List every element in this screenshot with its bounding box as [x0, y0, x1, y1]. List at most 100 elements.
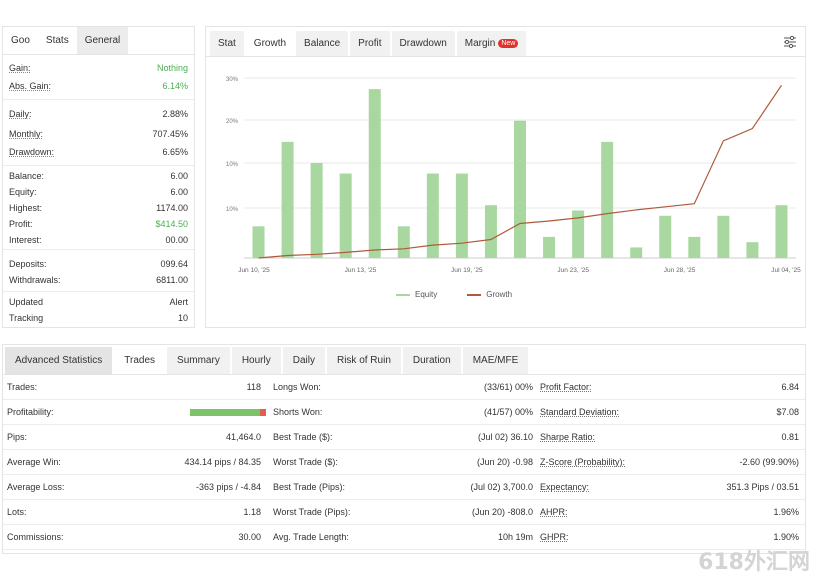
- metric-label: Lots:: [7, 507, 27, 517]
- metric-label: Worst Trade ($):: [273, 457, 338, 467]
- tab-daily[interactable]: Daily: [282, 347, 325, 374]
- stat-label: Gain:: [9, 63, 31, 73]
- stat-drawdown: Drawdown: 6.65%: [9, 145, 188, 159]
- x-tick-label: Jun 19, '25: [451, 267, 483, 274]
- tab-summary[interactable]: Summary: [167, 347, 230, 374]
- equity-bar: [252, 226, 265, 258]
- stat-value: $414.50: [155, 219, 188, 229]
- table-row: Average Win: 434.14 pips / 84.35 Worst Tra…: [3, 450, 805, 475]
- equity-bar: [339, 173, 352, 258]
- x-tick-label: Jun 10, '25: [238, 267, 270, 274]
- stat-value: 6.14%: [162, 81, 188, 91]
- tab-profit[interactable]: Profit: [350, 31, 390, 56]
- tab-duration[interactable]: Duration: [402, 347, 461, 374]
- metric-label: GHPR:: [540, 532, 569, 542]
- divider: [3, 99, 194, 100]
- tab-general[interactable]: General: [76, 27, 129, 54]
- tab-margin-label: Margin: [464, 38, 496, 49]
- stat-label: Tracking: [9, 313, 44, 323]
- tab-balance[interactable]: Balance: [296, 31, 349, 56]
- metric-value: -2.60 (99.90%): [739, 457, 799, 467]
- metric-label: AHPR:: [540, 507, 568, 517]
- metric-label: Worst Trade (Pips):: [273, 507, 351, 517]
- tab-margin[interactable]: Margin New: [456, 31, 527, 56]
- stat-abs-gain: Abs. Gain: 6.14%: [9, 79, 188, 93]
- equity-bar: [775, 205, 788, 258]
- advanced-stats-panel: Advanced Statistics Trades Summary Hourl…: [2, 344, 806, 554]
- metric-label: Trades:: [7, 382, 38, 392]
- metric-label: Longs Won:: [273, 382, 321, 392]
- equity-bar: [746, 242, 759, 258]
- legend-swatch-growth: [467, 293, 482, 296]
- tab-stat[interactable]: Stat: [210, 31, 244, 56]
- stats-panel: Goo Stats General Gain: Nothing Abs. Gai…: [2, 26, 195, 328]
- metric-value: 0.81: [781, 432, 799, 442]
- new-badge: New: [498, 38, 519, 48]
- stat-value: 2.88%: [162, 109, 188, 119]
- x-tick-label: Jun 28, '25: [664, 267, 696, 274]
- table-row: Profitability: Shorts Won: (41/57) 00% Stan…: [3, 400, 805, 425]
- legend-equity[interactable]: Equity: [396, 290, 437, 299]
- tab-advanced-statistics[interactable]: Advanced Statistics: [5, 347, 113, 374]
- stat-label: Balance:: [9, 171, 45, 181]
- tab-goo[interactable]: Goo: [11, 35, 30, 46]
- table-row: Trades: 118 Longs Won: (33/61) 00% Profit Fa…: [3, 375, 805, 400]
- metric-label: Pips:: [7, 432, 28, 442]
- y-tick-label: 30%: [226, 77, 239, 83]
- chart-tabs: Stat Growth Balance Profit Drawdown Marg…: [206, 27, 805, 57]
- legend-label: Growth: [486, 290, 513, 299]
- metric-label: Best Trade ($):: [273, 432, 333, 442]
- metric-value: 434.14 pips / 84.35: [184, 457, 261, 467]
- legend-growth[interactable]: Growth: [467, 290, 512, 299]
- metric-value: $7.08: [776, 407, 799, 417]
- equity-bar: [572, 210, 585, 258]
- divider: [3, 165, 194, 166]
- stat-equity: Equity: 6.00: [9, 185, 188, 199]
- tab-drawdown[interactable]: Drawdown: [391, 31, 455, 56]
- stat-label: Daily:: [9, 109, 32, 119]
- x-tick-label: Jun 23, '25: [557, 267, 589, 274]
- tab-hourly[interactable]: Hourly: [231, 347, 281, 374]
- stat-value: Alert: [169, 297, 188, 307]
- settings-sliders-icon[interactable]: [783, 35, 797, 49]
- stat-deposits: Deposits: 099.64: [9, 257, 188, 271]
- tab-risk-of-ruin[interactable]: Risk of Ruin: [326, 347, 401, 374]
- tab-growth[interactable]: Growth: [245, 31, 295, 56]
- stat-interest: Interest: 00.00: [9, 233, 188, 247]
- metric-value: 1.96%: [773, 507, 799, 517]
- stat-value: 707.45%: [152, 129, 188, 139]
- stat-label: Highest:: [9, 203, 43, 213]
- stat-label: Equity:: [9, 187, 37, 197]
- stat-value: 6.00: [170, 171, 188, 181]
- stat-value: 6.00: [170, 187, 188, 197]
- stat-label: Drawdown:: [9, 147, 55, 157]
- stat-label: Withdrawals:: [9, 275, 61, 285]
- stat-balance: Balance: 6.00: [9, 169, 188, 183]
- stat-label: Updated: [9, 297, 44, 307]
- metric-value: 10h 19m: [497, 532, 533, 542]
- stats-tabs: Goo Stats General: [3, 27, 194, 55]
- tab-stats[interactable]: Stats: [45, 35, 69, 46]
- metric-value: (Jun 20) -0.98: [476, 457, 533, 467]
- tab-trades[interactable]: Trades: [114, 347, 166, 374]
- metric-label: Expectancy:: [540, 482, 590, 492]
- advanced-tabs: Advanced Statistics Trades Summary Hourl…: [3, 345, 805, 375]
- metric-value: 1.90%: [773, 532, 799, 542]
- table-row: Average Loss: -363 pips / -4.84 Best Trade…: [3, 475, 805, 500]
- metric-value: (33/61) 00%: [483, 382, 533, 392]
- equity-bar: [601, 141, 614, 258]
- profitability-bar: [190, 409, 266, 416]
- y-tick-label: 10%: [226, 162, 239, 168]
- metric-value: 6.84: [781, 382, 799, 392]
- metric-value: (Jul 02) 36.10: [477, 432, 533, 442]
- equity-bar: [543, 236, 556, 258]
- metric-value: 30.00: [238, 532, 261, 542]
- metric-label: Z-Score (Probability):: [540, 457, 626, 467]
- tab-mae-mfe[interactable]: MAE/MFE: [462, 347, 529, 374]
- stat-updated: Updated Alert: [9, 295, 188, 309]
- profitability-loss-segment: [260, 409, 266, 416]
- metric-value: (Jul 02) 3,700.0: [470, 482, 533, 492]
- stat-monthly: Monthly: 707.45%: [9, 127, 188, 141]
- equity-bar: [484, 205, 497, 258]
- metric-label: Standard Deviation:: [540, 407, 620, 417]
